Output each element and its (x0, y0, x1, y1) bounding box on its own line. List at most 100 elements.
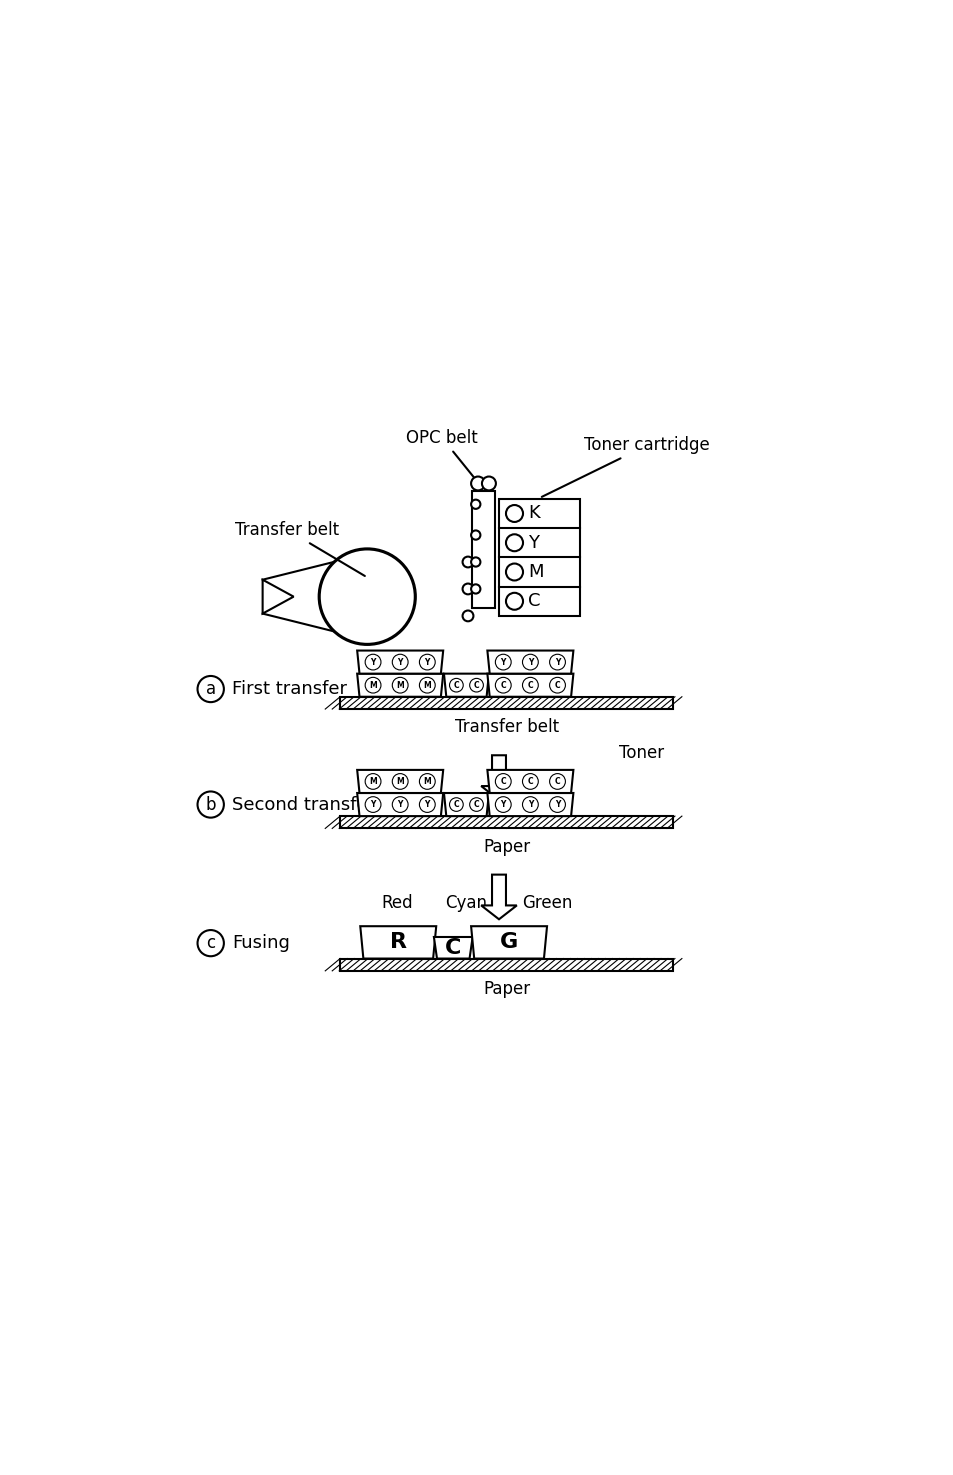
Text: Cyan: Cyan (445, 894, 487, 913)
Circle shape (392, 773, 408, 789)
Circle shape (197, 792, 224, 817)
Text: C: C (474, 799, 478, 810)
Circle shape (549, 773, 565, 789)
Circle shape (462, 611, 473, 621)
Text: Green: Green (521, 894, 572, 913)
Polygon shape (356, 770, 443, 794)
Text: OPC belt: OPC belt (406, 429, 479, 485)
Text: a: a (206, 680, 215, 698)
Text: C: C (554, 777, 559, 786)
Text: Y: Y (528, 534, 538, 552)
Circle shape (549, 677, 565, 693)
Text: C: C (445, 938, 461, 957)
Circle shape (197, 676, 224, 702)
Circle shape (469, 678, 483, 692)
Circle shape (471, 531, 480, 540)
Text: M: M (369, 680, 376, 690)
Circle shape (319, 549, 415, 645)
Text: Y: Y (500, 658, 505, 667)
Polygon shape (487, 674, 573, 696)
Bar (498, 499, 579, 617)
Text: G: G (499, 932, 517, 953)
Text: K: K (528, 504, 539, 522)
Polygon shape (443, 674, 488, 696)
Text: Y: Y (555, 658, 559, 667)
Circle shape (365, 773, 380, 789)
Text: M: M (423, 680, 431, 690)
Text: Y: Y (370, 799, 375, 810)
Text: Paper: Paper (482, 838, 530, 856)
Circle shape (392, 796, 408, 813)
Polygon shape (443, 794, 488, 816)
Polygon shape (434, 937, 472, 959)
Polygon shape (487, 770, 573, 794)
Circle shape (419, 796, 435, 813)
Circle shape (462, 584, 473, 594)
Circle shape (471, 558, 480, 566)
Text: Y: Y (424, 658, 430, 667)
Text: M: M (395, 680, 404, 690)
Circle shape (495, 677, 511, 693)
Circle shape (505, 534, 522, 552)
Circle shape (505, 504, 522, 522)
Text: C: C (453, 799, 458, 810)
Circle shape (462, 556, 473, 568)
Circle shape (505, 563, 522, 581)
Text: M: M (423, 777, 431, 786)
Text: Y: Y (500, 799, 505, 810)
Text: Y: Y (424, 799, 430, 810)
Circle shape (471, 500, 480, 509)
Text: C: C (527, 680, 533, 690)
Polygon shape (356, 794, 443, 816)
Circle shape (481, 476, 496, 490)
Circle shape (471, 476, 484, 490)
Text: c: c (206, 934, 215, 953)
Polygon shape (356, 674, 443, 696)
Polygon shape (471, 926, 546, 959)
Circle shape (522, 796, 537, 813)
Polygon shape (487, 794, 573, 816)
Text: Toner cartridge: Toner cartridge (541, 437, 709, 497)
Text: Fusing: Fusing (233, 934, 290, 953)
Circle shape (392, 655, 408, 670)
Circle shape (522, 773, 537, 789)
Circle shape (419, 773, 435, 789)
Polygon shape (262, 580, 294, 614)
Text: C: C (500, 680, 505, 690)
Text: C: C (527, 777, 533, 786)
Polygon shape (356, 650, 443, 674)
Text: Second transfer: Second transfer (233, 795, 375, 814)
Circle shape (522, 677, 537, 693)
Circle shape (549, 655, 565, 670)
Text: M: M (369, 777, 376, 786)
Circle shape (392, 677, 408, 693)
Circle shape (471, 584, 480, 593)
Text: Paper: Paper (482, 979, 530, 999)
Text: R: R (390, 932, 406, 953)
Circle shape (197, 931, 224, 956)
Text: Y: Y (527, 799, 533, 810)
Circle shape (505, 593, 522, 609)
Circle shape (449, 678, 463, 692)
Text: C: C (500, 777, 505, 786)
Circle shape (419, 655, 435, 670)
Text: C: C (554, 680, 559, 690)
Text: C: C (528, 593, 540, 611)
Circle shape (365, 796, 380, 813)
Bar (340, 959, 673, 971)
Text: C: C (453, 680, 458, 690)
Text: M: M (395, 777, 404, 786)
Text: Y: Y (397, 799, 402, 810)
Text: Transfer belt: Transfer belt (235, 521, 364, 575)
Text: Toner: Toner (618, 745, 663, 763)
Bar (340, 816, 673, 829)
Circle shape (522, 655, 537, 670)
Circle shape (495, 773, 511, 789)
Text: First transfer: First transfer (233, 680, 347, 698)
Text: Y: Y (555, 799, 559, 810)
Polygon shape (360, 926, 436, 959)
Circle shape (469, 798, 483, 811)
Text: Y: Y (527, 658, 533, 667)
Polygon shape (487, 650, 573, 674)
Circle shape (449, 798, 463, 811)
